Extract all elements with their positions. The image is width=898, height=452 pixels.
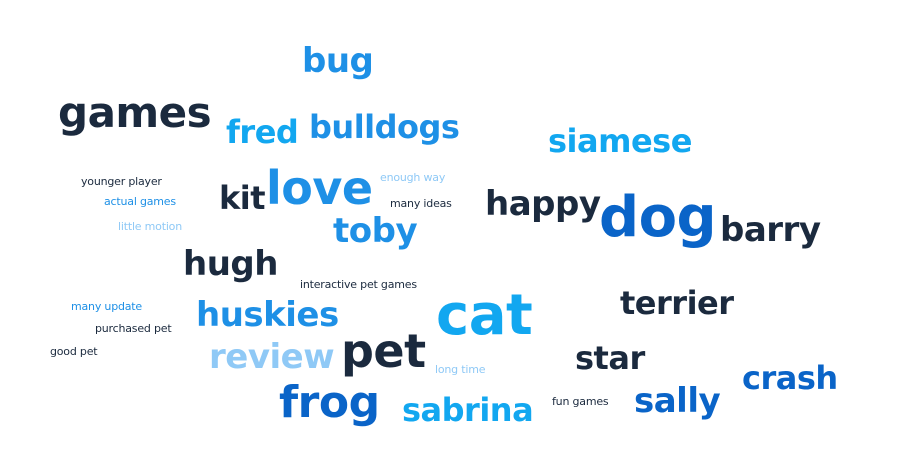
word-interactive-pet-games: interactive pet games bbox=[300, 278, 417, 291]
word-huskies: huskies bbox=[196, 295, 339, 335]
word-sabrina: sabrina bbox=[402, 391, 534, 429]
word-pet: pet bbox=[341, 324, 426, 378]
word-kit: kit bbox=[219, 179, 266, 217]
word-dog: dog bbox=[599, 185, 717, 250]
word-frog: frog bbox=[279, 377, 380, 428]
word-barry: barry bbox=[720, 210, 821, 250]
word-long-time: long time bbox=[435, 363, 486, 376]
word-games: games bbox=[58, 88, 212, 137]
word-fun-games: fun games bbox=[552, 395, 609, 408]
word-happy: happy bbox=[485, 184, 601, 224]
word-review: review bbox=[209, 337, 335, 377]
word-star: star bbox=[575, 339, 645, 377]
word-love: love bbox=[266, 161, 373, 215]
word-bulldogs: bulldogs bbox=[309, 108, 460, 146]
word-fred: fred bbox=[226, 113, 299, 151]
word-little-motion: little motion bbox=[118, 220, 182, 233]
word-good-pet: good pet bbox=[50, 345, 98, 358]
word-purchased-pet: purchased pet bbox=[95, 322, 172, 335]
word-bug: bug bbox=[302, 41, 374, 81]
word-siamese: siamese bbox=[548, 122, 692, 160]
word-many-ideas: many ideas bbox=[390, 197, 452, 210]
word-sally: sally bbox=[634, 381, 721, 421]
word-cat: cat bbox=[436, 283, 533, 348]
word-younger-player: younger player bbox=[81, 175, 162, 188]
word-actual-games: actual games bbox=[104, 195, 176, 208]
word-terrier: terrier bbox=[620, 284, 734, 322]
word-hugh: hugh bbox=[183, 244, 278, 284]
word-crash: crash bbox=[742, 359, 838, 397]
word-many-update: many update bbox=[71, 300, 142, 313]
word-toby: toby bbox=[333, 211, 418, 251]
word-enough-way: enough way bbox=[380, 171, 446, 184]
